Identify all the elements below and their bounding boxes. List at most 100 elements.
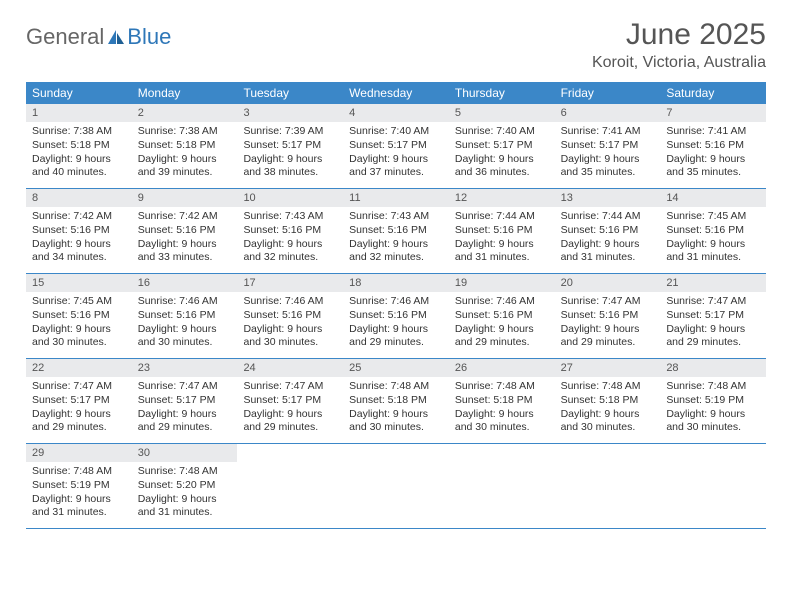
day-body: Sunrise: 7:48 AMSunset: 5:18 PMDaylight:… <box>555 377 661 441</box>
daylight-text: Daylight: 9 hours and 29 minutes. <box>32 408 126 435</box>
daylight-text: Daylight: 9 hours and 29 minutes. <box>243 408 337 435</box>
daylight-text: Daylight: 9 hours and 31 minutes. <box>455 238 549 265</box>
day-cell: 6Sunrise: 7:41 AMSunset: 5:17 PMDaylight… <box>555 104 661 188</box>
sunrise-text: Sunrise: 7:46 AM <box>455 295 549 309</box>
sunrise-text: Sunrise: 7:43 AM <box>349 210 443 224</box>
day-cell: 10Sunrise: 7:43 AMSunset: 5:16 PMDayligh… <box>237 189 343 273</box>
day-cell: 22Sunrise: 7:47 AMSunset: 5:17 PMDayligh… <box>26 359 132 443</box>
day-cell <box>343 444 449 528</box>
sunset-text: Sunset: 5:19 PM <box>32 479 126 493</box>
day-body: Sunrise: 7:48 AMSunset: 5:18 PMDaylight:… <box>343 377 449 441</box>
title-block: June 2025 Koroit, Victoria, Australia <box>592 18 766 72</box>
daylight-text: Daylight: 9 hours and 34 minutes. <box>32 238 126 265</box>
weekday-header: Sunday <box>26 82 132 104</box>
day-body: Sunrise: 7:39 AMSunset: 5:17 PMDaylight:… <box>237 122 343 186</box>
daylight-text: Daylight: 9 hours and 39 minutes. <box>138 153 232 180</box>
day-number: 10 <box>237 189 343 207</box>
day-cell: 13Sunrise: 7:44 AMSunset: 5:16 PMDayligh… <box>555 189 661 273</box>
week-row: 8Sunrise: 7:42 AMSunset: 5:16 PMDaylight… <box>26 189 766 274</box>
day-body: Sunrise: 7:42 AMSunset: 5:16 PMDaylight:… <box>26 207 132 271</box>
day-cell: 17Sunrise: 7:46 AMSunset: 5:16 PMDayligh… <box>237 274 343 358</box>
sunrise-text: Sunrise: 7:48 AM <box>455 380 549 394</box>
day-body: Sunrise: 7:48 AMSunset: 5:19 PMDaylight:… <box>26 462 132 526</box>
sunset-text: Sunset: 5:18 PM <box>138 139 232 153</box>
day-number: 12 <box>449 189 555 207</box>
day-number: 13 <box>555 189 661 207</box>
sunrise-text: Sunrise: 7:42 AM <box>32 210 126 224</box>
day-number: 21 <box>660 274 766 292</box>
weekday-header: Thursday <box>449 82 555 104</box>
day-body: Sunrise: 7:44 AMSunset: 5:16 PMDaylight:… <box>449 207 555 271</box>
day-body: Sunrise: 7:45 AMSunset: 5:16 PMDaylight:… <box>660 207 766 271</box>
day-number: 16 <box>132 274 238 292</box>
day-cell: 1Sunrise: 7:38 AMSunset: 5:18 PMDaylight… <box>26 104 132 188</box>
daylight-text: Daylight: 9 hours and 29 minutes. <box>138 408 232 435</box>
daylight-text: Daylight: 9 hours and 30 minutes. <box>32 323 126 350</box>
week-row: 22Sunrise: 7:47 AMSunset: 5:17 PMDayligh… <box>26 359 766 444</box>
sunrise-text: Sunrise: 7:48 AM <box>349 380 443 394</box>
day-number: 24 <box>237 359 343 377</box>
sunset-text: Sunset: 5:16 PM <box>561 224 655 238</box>
day-number: 26 <box>449 359 555 377</box>
sunrise-text: Sunrise: 7:44 AM <box>455 210 549 224</box>
day-cell <box>237 444 343 528</box>
sunrise-text: Sunrise: 7:38 AM <box>32 125 126 139</box>
day-cell: 23Sunrise: 7:47 AMSunset: 5:17 PMDayligh… <box>132 359 238 443</box>
weekday-header: Monday <box>132 82 238 104</box>
day-number: 23 <box>132 359 238 377</box>
day-body: Sunrise: 7:46 AMSunset: 5:16 PMDaylight:… <box>237 292 343 356</box>
day-cell <box>555 444 661 528</box>
sunrise-text: Sunrise: 7:43 AM <box>243 210 337 224</box>
sunrise-text: Sunrise: 7:46 AM <box>138 295 232 309</box>
day-body: Sunrise: 7:41 AMSunset: 5:17 PMDaylight:… <box>555 122 661 186</box>
daylight-text: Daylight: 9 hours and 35 minutes. <box>561 153 655 180</box>
weekday-header: Tuesday <box>237 82 343 104</box>
day-body: Sunrise: 7:48 AMSunset: 5:20 PMDaylight:… <box>132 462 238 526</box>
day-cell: 26Sunrise: 7:48 AMSunset: 5:18 PMDayligh… <box>449 359 555 443</box>
daylight-text: Daylight: 9 hours and 30 minutes. <box>666 408 760 435</box>
day-body: Sunrise: 7:38 AMSunset: 5:18 PMDaylight:… <box>132 122 238 186</box>
sunset-text: Sunset: 5:18 PM <box>32 139 126 153</box>
sunset-text: Sunset: 5:17 PM <box>243 394 337 408</box>
sunset-text: Sunset: 5:17 PM <box>455 139 549 153</box>
day-number: 6 <box>555 104 661 122</box>
sunrise-text: Sunrise: 7:39 AM <box>243 125 337 139</box>
sunrise-text: Sunrise: 7:47 AM <box>561 295 655 309</box>
daylight-text: Daylight: 9 hours and 30 minutes. <box>561 408 655 435</box>
day-number: 17 <box>237 274 343 292</box>
sunset-text: Sunset: 5:17 PM <box>666 309 760 323</box>
sunrise-text: Sunrise: 7:48 AM <box>32 465 126 479</box>
daylight-text: Daylight: 9 hours and 32 minutes. <box>243 238 337 265</box>
day-body: Sunrise: 7:45 AMSunset: 5:16 PMDaylight:… <box>26 292 132 356</box>
day-cell: 14Sunrise: 7:45 AMSunset: 5:16 PMDayligh… <box>660 189 766 273</box>
daylight-text: Daylight: 9 hours and 29 minutes. <box>561 323 655 350</box>
daylight-text: Daylight: 9 hours and 31 minutes. <box>138 493 232 520</box>
sunset-text: Sunset: 5:18 PM <box>455 394 549 408</box>
day-number: 7 <box>660 104 766 122</box>
sunset-text: Sunset: 5:18 PM <box>349 394 443 408</box>
daylight-text: Daylight: 9 hours and 30 minutes. <box>243 323 337 350</box>
sunset-text: Sunset: 5:16 PM <box>138 309 232 323</box>
daylight-text: Daylight: 9 hours and 31 minutes. <box>32 493 126 520</box>
sunrise-text: Sunrise: 7:47 AM <box>243 380 337 394</box>
day-body: Sunrise: 7:40 AMSunset: 5:17 PMDaylight:… <box>449 122 555 186</box>
daylight-text: Daylight: 9 hours and 29 minutes. <box>455 323 549 350</box>
sunrise-text: Sunrise: 7:41 AM <box>666 125 760 139</box>
sunset-text: Sunset: 5:16 PM <box>666 224 760 238</box>
sunset-text: Sunset: 5:17 PM <box>243 139 337 153</box>
day-cell: 21Sunrise: 7:47 AMSunset: 5:17 PMDayligh… <box>660 274 766 358</box>
day-cell: 28Sunrise: 7:48 AMSunset: 5:19 PMDayligh… <box>660 359 766 443</box>
sunrise-text: Sunrise: 7:48 AM <box>561 380 655 394</box>
sunset-text: Sunset: 5:16 PM <box>455 309 549 323</box>
logo-text-blue: Blue <box>127 24 171 50</box>
sunrise-text: Sunrise: 7:47 AM <box>138 380 232 394</box>
day-cell <box>660 444 766 528</box>
week-row: 15Sunrise: 7:45 AMSunset: 5:16 PMDayligh… <box>26 274 766 359</box>
day-body: Sunrise: 7:41 AMSunset: 5:16 PMDaylight:… <box>660 122 766 186</box>
daylight-text: Daylight: 9 hours and 40 minutes. <box>32 153 126 180</box>
daylight-text: Daylight: 9 hours and 35 minutes. <box>666 153 760 180</box>
day-number: 22 <box>26 359 132 377</box>
day-cell: 2Sunrise: 7:38 AMSunset: 5:18 PMDaylight… <box>132 104 238 188</box>
day-cell: 15Sunrise: 7:45 AMSunset: 5:16 PMDayligh… <box>26 274 132 358</box>
day-body: Sunrise: 7:47 AMSunset: 5:17 PMDaylight:… <box>26 377 132 441</box>
